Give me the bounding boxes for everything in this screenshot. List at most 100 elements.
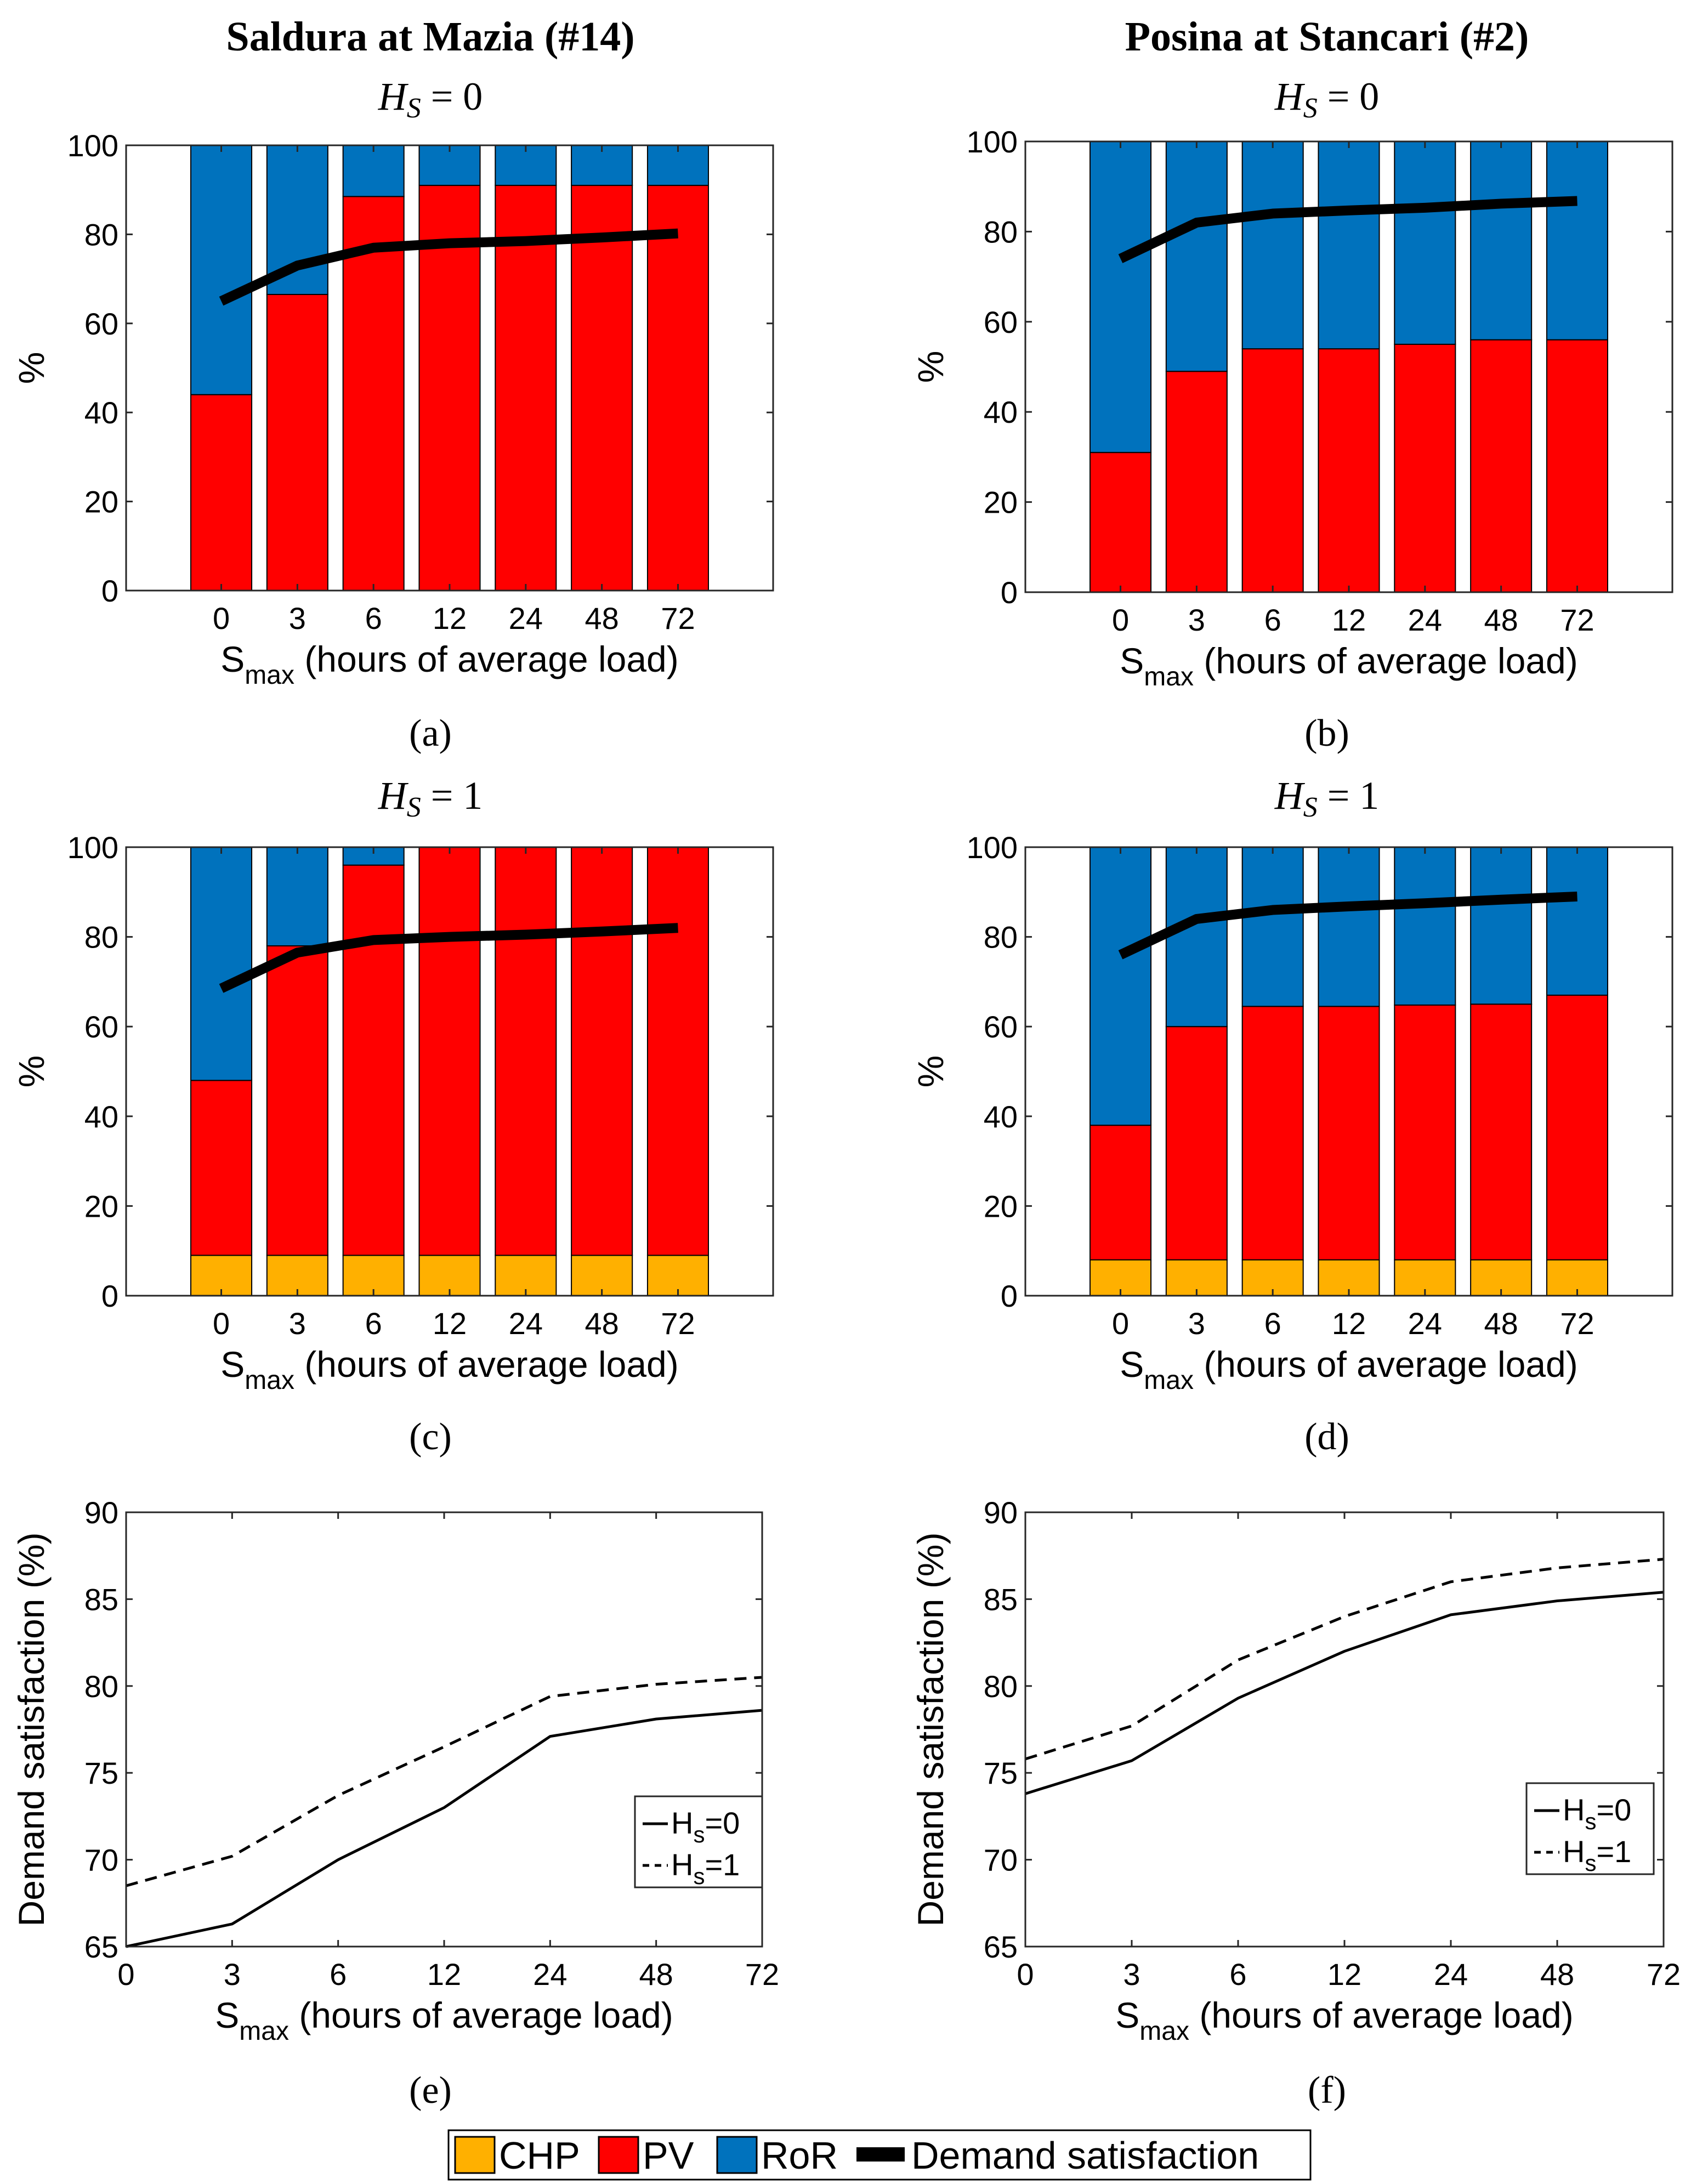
xtick-label-3: 3 bbox=[289, 601, 306, 636]
ytick-label-60: 60 bbox=[84, 1009, 118, 1044]
bar-pv-72 bbox=[646, 185, 709, 591]
bar-ror-12 bbox=[418, 145, 481, 186]
ytick-label-40: 40 bbox=[984, 395, 1018, 429]
xtick-label-0: 0 bbox=[213, 1306, 230, 1341]
series-line-hs-0 bbox=[1025, 1591, 1664, 1795]
subtitle-main: H bbox=[1274, 774, 1306, 818]
bar-ror-3 bbox=[1165, 141, 1228, 372]
xtick-label-12: 12 bbox=[433, 1306, 467, 1341]
legend-label-main: H bbox=[671, 1806, 693, 1840]
xtick-label-6: 6 bbox=[1264, 603, 1281, 637]
xtick-label-6: 6 bbox=[1264, 1306, 1281, 1341]
panel-label-d: (d) bbox=[1304, 1416, 1349, 1458]
bar-ror-6 bbox=[342, 145, 405, 197]
subtitle-main: H bbox=[1274, 75, 1306, 118]
y-axis-label-d: % bbox=[910, 1056, 951, 1088]
bar-ror-0 bbox=[190, 145, 253, 395]
xtick-label-24: 24 bbox=[1434, 1957, 1468, 1992]
xtick-label-48: 48 bbox=[1484, 1306, 1518, 1341]
ytick-label-80: 80 bbox=[84, 920, 118, 955]
ytick-label-80: 80 bbox=[984, 214, 1018, 249]
xtick-label-6: 6 bbox=[365, 1306, 382, 1341]
subtitle-rest: = 0 bbox=[421, 75, 483, 118]
x-label-main: S bbox=[220, 639, 245, 679]
bar-pv-48 bbox=[571, 847, 633, 1256]
bar-chp-72 bbox=[646, 1255, 709, 1296]
xtick-label-24: 24 bbox=[509, 601, 543, 636]
legend-label-chp: CHP bbox=[499, 2134, 580, 2177]
bar-pv-3 bbox=[266, 294, 328, 591]
subtitle-rest: = 1 bbox=[421, 774, 483, 818]
subtitle-d: HS = 1 bbox=[1274, 774, 1380, 823]
title-right: Posina at Stancari (#2) bbox=[1125, 14, 1529, 60]
line-legend-box-f bbox=[1525, 1782, 1655, 1875]
chart-e: 65 70 75 80 85 90 0 3 6 12 24 48 72 Smax (hours of av… bbox=[11, 1495, 779, 2112]
subtitle-sub: S bbox=[407, 792, 421, 823]
ytick-label-65: 65 bbox=[84, 1930, 118, 1964]
x-label-sub: max bbox=[245, 1366, 294, 1395]
bar-ror-24 bbox=[1394, 141, 1456, 345]
x-axis-label-f: Smax (hours of average load) bbox=[1115, 1995, 1573, 2046]
legend-swatch-pv bbox=[598, 2136, 639, 2174]
line-legend-label-dashed: Hs=1 bbox=[1563, 1834, 1631, 1876]
ytick-label-80: 80 bbox=[984, 1669, 1018, 1704]
xtick-label-24: 24 bbox=[1408, 603, 1442, 637]
ytick-label-75: 75 bbox=[84, 1756, 118, 1790]
ytick-label-20: 20 bbox=[984, 1189, 1018, 1223]
line-legend-label-solid: Hs=0 bbox=[1563, 1792, 1631, 1834]
panel-label-b: (b) bbox=[1304, 712, 1349, 755]
xtick-label-0: 0 bbox=[1112, 603, 1129, 637]
line-legend-label-dashed: Hs=1 bbox=[671, 1847, 740, 1889]
x-label-rest: (hours of average load) bbox=[294, 1344, 679, 1385]
bar-ror-3 bbox=[266, 847, 328, 946]
x-label-sub: max bbox=[1139, 2017, 1189, 2046]
bar-ror-72 bbox=[1546, 141, 1608, 341]
panel-label-e: (e) bbox=[409, 2069, 452, 2112]
ytick-label-100: 100 bbox=[67, 128, 118, 163]
subtitle-sub: S bbox=[407, 93, 421, 124]
bar-pv-12 bbox=[1318, 1006, 1380, 1261]
legend-swatch-ror bbox=[716, 2136, 758, 2174]
xtick-label-0: 0 bbox=[1017, 1957, 1034, 1992]
xtick-label-3: 3 bbox=[1188, 1306, 1205, 1341]
y-axis-label-b: % bbox=[910, 351, 951, 383]
bar-pv-3 bbox=[1165, 1026, 1228, 1261]
panel-label-a: (a) bbox=[409, 712, 452, 755]
x-label-sub: max bbox=[239, 2017, 289, 2046]
xtick-label-24: 24 bbox=[509, 1306, 543, 1341]
x-axis-label-b: Smax (hours of average load) bbox=[1120, 640, 1577, 691]
y-axis-label-e: Demand satisfaction (%) bbox=[11, 1533, 52, 1927]
bar-chp-48 bbox=[571, 1255, 633, 1296]
ytick-label-0: 0 bbox=[1001, 575, 1018, 610]
legend-label-pv: PV bbox=[643, 2134, 694, 2177]
x-label-sub: max bbox=[1144, 1366, 1194, 1395]
ytick-label-60: 60 bbox=[984, 1009, 1018, 1044]
bar-pv-0 bbox=[1089, 1125, 1152, 1261]
x-label-rest: (hours of average load) bbox=[294, 639, 679, 679]
bar-chp-12 bbox=[418, 1255, 481, 1296]
xtick-label-24: 24 bbox=[1408, 1306, 1442, 1341]
xtick-label-48: 48 bbox=[1484, 603, 1518, 637]
x-label-main: S bbox=[1120, 1344, 1144, 1385]
ytick-label-60: 60 bbox=[84, 307, 118, 341]
bar-pv-3 bbox=[266, 945, 328, 1256]
xtick-label-72: 72 bbox=[661, 601, 695, 636]
legend-label-sub: s bbox=[693, 1822, 705, 1847]
legend-label-sub: s bbox=[693, 1863, 705, 1889]
panel-label-c: (c) bbox=[409, 1416, 452, 1458]
legend-label-rest: =0 bbox=[705, 1806, 740, 1840]
xtick-label-12: 12 bbox=[427, 1957, 461, 1992]
legend-swatch-demand bbox=[856, 2147, 905, 2162]
ytick-label-40: 40 bbox=[84, 395, 118, 430]
subtitle-rest: = 1 bbox=[1318, 774, 1380, 818]
title-left: Saldura at Mazia (#14) bbox=[226, 14, 634, 60]
x-label-main: S bbox=[1115, 1995, 1139, 2035]
ytick-label-70: 70 bbox=[84, 1843, 118, 1877]
ytick-label-20: 20 bbox=[984, 485, 1018, 520]
demand-satisfaction-line-d bbox=[1118, 891, 1577, 960]
ytick-label-85: 85 bbox=[84, 1582, 118, 1616]
bar-pv-0 bbox=[190, 394, 253, 591]
y-axis-label-f: Demand satisfaction (%) bbox=[910, 1533, 951, 1927]
